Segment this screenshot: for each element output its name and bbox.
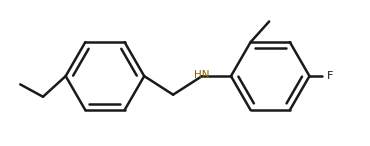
Text: HN: HN [194, 70, 210, 80]
Text: F: F [327, 71, 333, 81]
